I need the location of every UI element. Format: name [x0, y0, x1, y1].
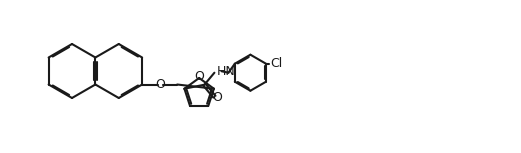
- Text: O: O: [194, 71, 204, 84]
- Text: HN: HN: [217, 65, 235, 78]
- Text: O: O: [155, 78, 165, 91]
- Text: Cl: Cl: [270, 57, 282, 70]
- Text: O: O: [212, 91, 222, 104]
